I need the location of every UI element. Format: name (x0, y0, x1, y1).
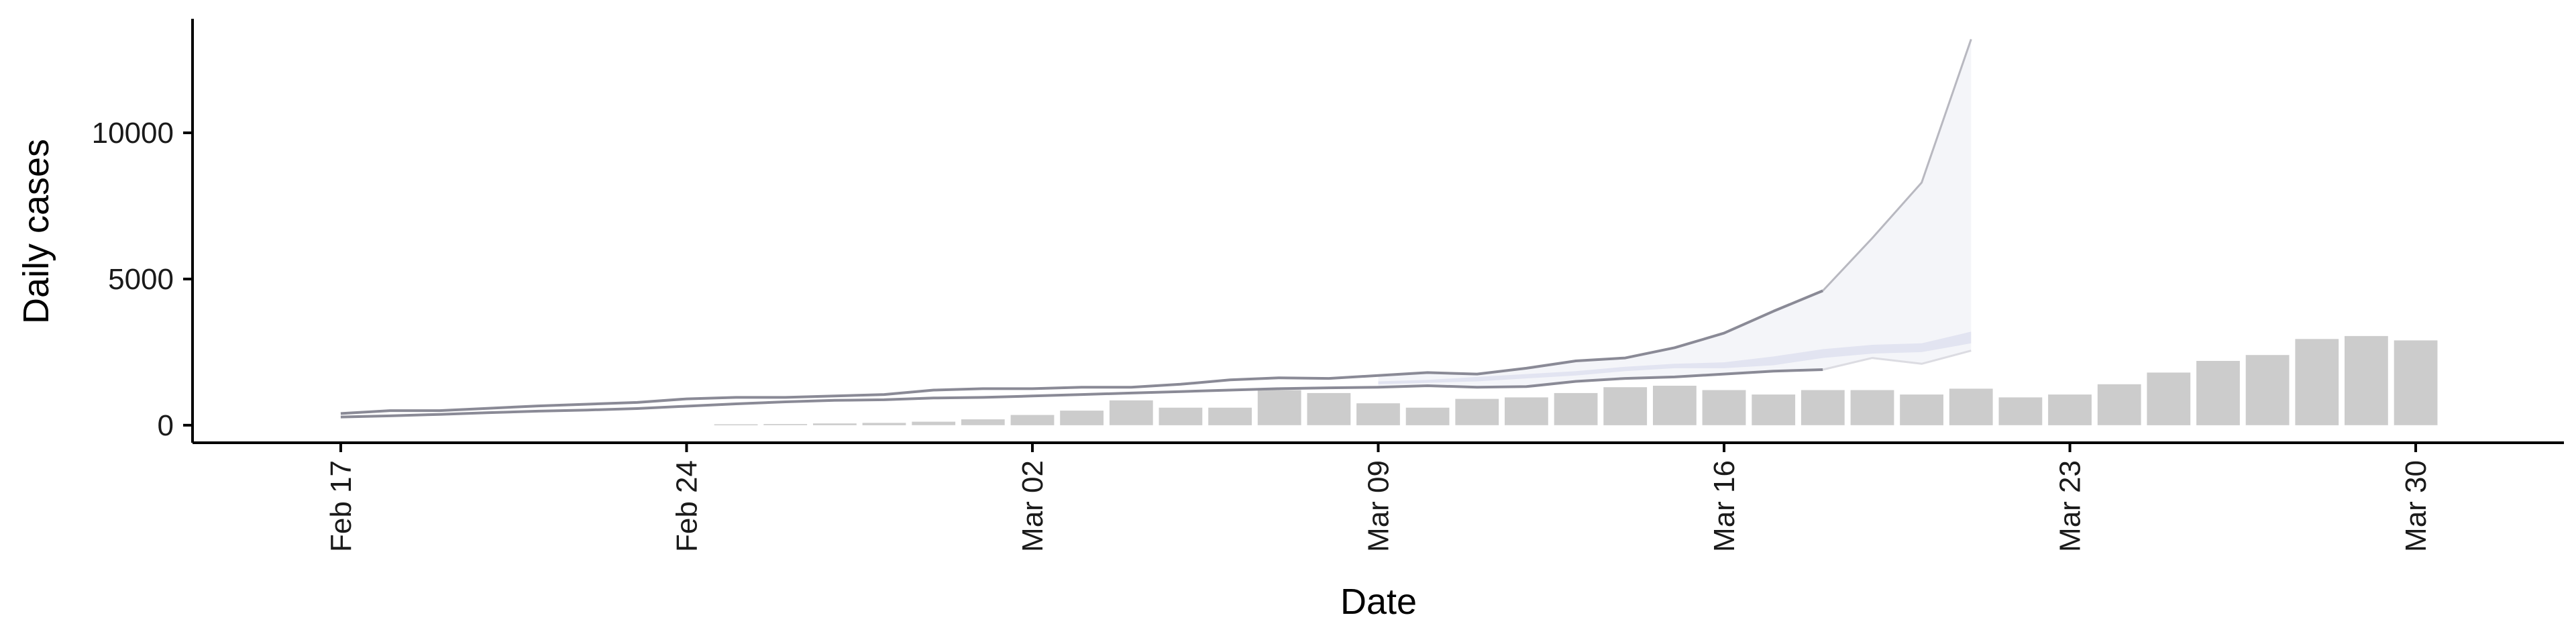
bar (1405, 407, 1450, 425)
y-tick-label: 5000 (108, 263, 174, 296)
y-tick-label: 10000 (92, 117, 174, 150)
bar (1208, 407, 1252, 425)
bar (1159, 407, 1203, 425)
bar (1455, 398, 1499, 425)
bar (1801, 390, 1845, 425)
bar (2394, 340, 2438, 425)
series-line (340, 368, 1823, 419)
bar (1060, 411, 1104, 425)
bar (1949, 388, 1993, 425)
bar (2245, 355, 2290, 425)
bar (2048, 394, 2092, 425)
bar (1356, 403, 1400, 425)
x-tick-label: Mar 23 (2054, 460, 2087, 552)
lines-layer (340, 39, 1972, 419)
series-line (340, 289, 1824, 415)
y-tick-label: 0 (158, 409, 174, 442)
bands-layer (1378, 39, 1972, 388)
bar (1850, 390, 1894, 425)
x-tick-label: Feb 24 (671, 460, 704, 552)
bar (1307, 392, 1351, 425)
bar (1603, 387, 1648, 425)
bar (862, 423, 906, 425)
bar (1109, 400, 1153, 425)
x-tick-label: Feb 17 (325, 460, 358, 552)
bar (1010, 415, 1055, 425)
bar (1752, 394, 1796, 425)
uncertainty-band (1378, 39, 1972, 388)
bar (912, 421, 956, 425)
bar (1900, 394, 1943, 425)
x-tick-label: Mar 16 (1708, 460, 1741, 552)
x-axis-title: Date (1340, 582, 1417, 622)
bar (1653, 386, 1697, 425)
series-line (1822, 39, 1972, 292)
bar (2097, 384, 2141, 425)
bar (2345, 335, 2388, 425)
bar (961, 419, 1005, 425)
bar (1998, 397, 2043, 425)
bar (813, 423, 857, 425)
y-axis-title: Daily cases (16, 139, 56, 324)
y-ticks: 0 5000 10000 (92, 117, 193, 442)
series-line (1822, 350, 1972, 371)
bar (1505, 397, 1548, 425)
x-tick-label: Mar 09 (1362, 460, 1395, 552)
bar (2295, 339, 2339, 425)
bar (1257, 390, 1301, 425)
x-tick-label: Mar 02 (1016, 460, 1049, 552)
x-tick-label: Mar 30 (2400, 460, 2432, 552)
bar (2147, 372, 2191, 425)
bar (1702, 390, 1746, 425)
x-ticks: Feb 17 Feb 24 Mar 02 Mar 09 Mar 16 Mar 23 Mar … (325, 443, 2432, 552)
bar (763, 424, 808, 425)
bar (2196, 361, 2240, 425)
bar (714, 424, 758, 425)
bar (1554, 392, 1598, 425)
bars-layer (714, 335, 2438, 425)
